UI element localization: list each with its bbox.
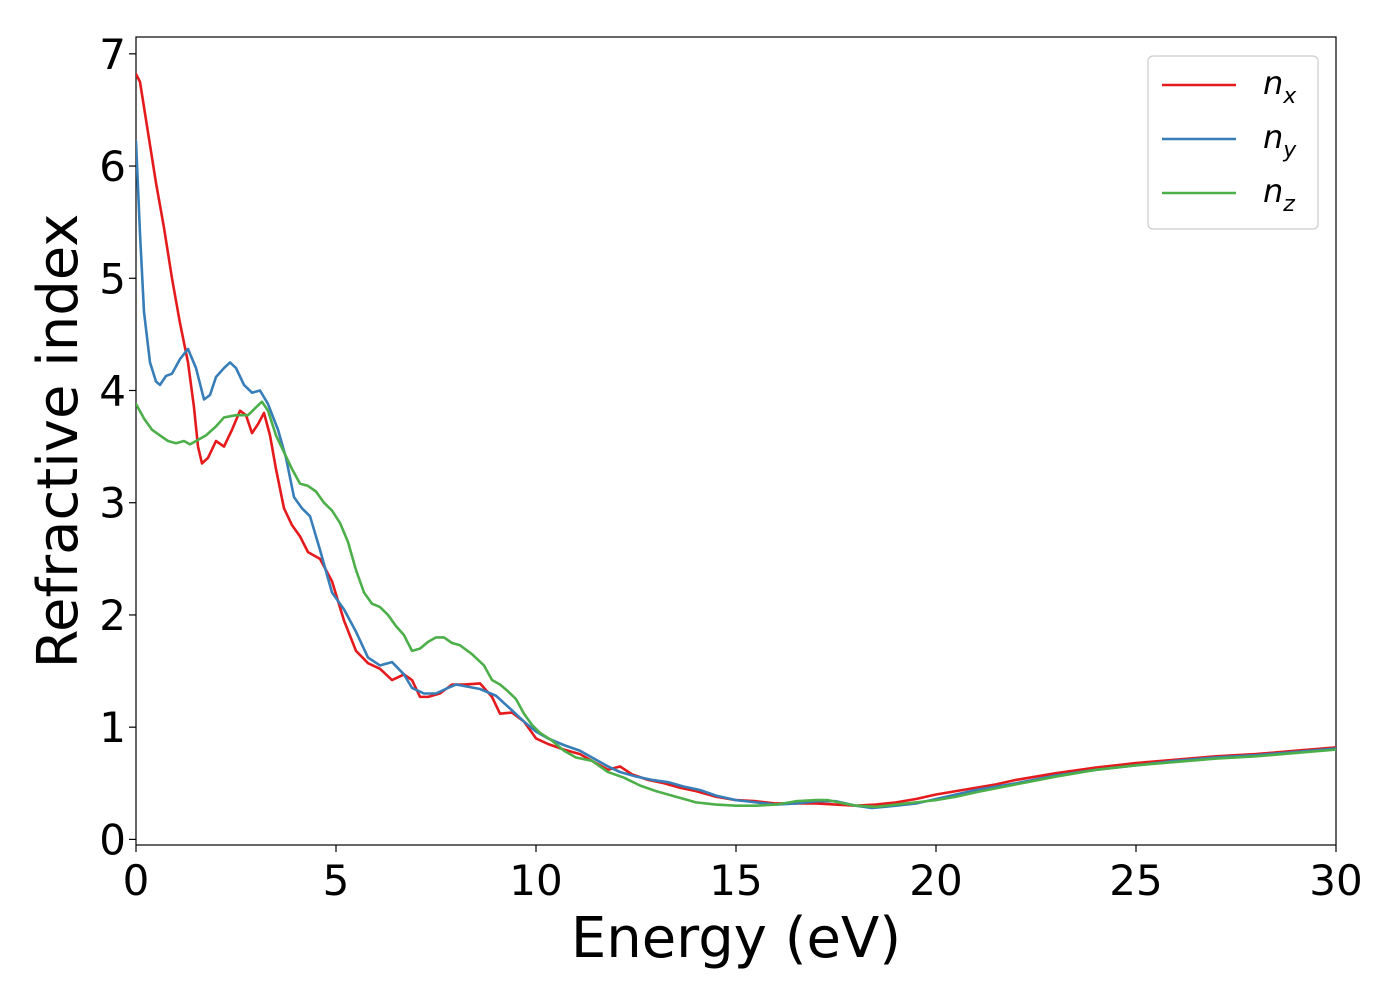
y-tick-label: 7 [99, 30, 126, 79]
y-tick-label: 4 [99, 367, 126, 416]
plot-frame [135, 36, 1337, 846]
legend-label-ny: ny [1263, 118, 1297, 163]
series-layer [136, 72, 1336, 810]
legend-label-nx: nx [1263, 64, 1297, 109]
x-tick-label: 25 [1109, 856, 1162, 905]
y-tick-label: 0 [99, 815, 126, 864]
x-tick-label: 5 [323, 856, 350, 905]
y-tick-label: 5 [99, 254, 126, 303]
legend: nx ny nz [1147, 55, 1319, 230]
legend-box [1147, 55, 1319, 230]
x-axis-title: Energy (eV) [571, 906, 901, 971]
y-tick-label: 6 [99, 142, 126, 191]
x-tick-label: 20 [909, 856, 962, 905]
plot-area [135, 36, 1337, 846]
x-tick-label: 30 [1309, 856, 1362, 905]
y-tick-label: 2 [99, 591, 126, 640]
x-tick-label: 10 [509, 856, 562, 905]
series-line-nz [136, 400, 1336, 809]
y-tick-label: 3 [99, 479, 126, 528]
series-line-nx [136, 72, 1336, 808]
x-tick-label: 0 [123, 856, 150, 905]
legend-label-nz: nz [1263, 172, 1295, 217]
x-tick-label: 15 [709, 856, 762, 905]
y-axis-title: Refractive index [26, 214, 91, 669]
axes-layer: 0 5 10 15 20 25 30 0 1 2 3 4 5 6 7 [99, 30, 1362, 905]
y-tick-label: 1 [99, 703, 126, 752]
